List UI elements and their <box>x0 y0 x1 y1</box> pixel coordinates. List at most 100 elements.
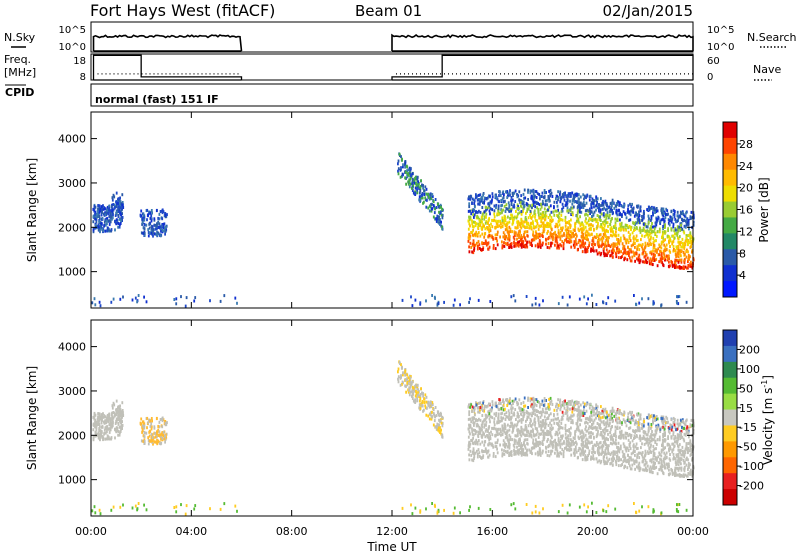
velocity-cell <box>570 421 573 424</box>
velocity-cell <box>115 399 118 403</box>
power-cell <box>597 203 600 207</box>
power-cell <box>600 203 603 207</box>
power-cell <box>184 304 187 308</box>
power-cell <box>161 208 164 212</box>
power-cell <box>472 244 475 248</box>
power-cell <box>643 255 646 259</box>
velocity-cell <box>110 413 113 417</box>
velocity-cell <box>691 447 693 451</box>
power-cell <box>541 234 543 238</box>
velocity-cell <box>570 402 572 406</box>
power-cell <box>399 168 402 172</box>
power-cell <box>487 221 489 225</box>
velocity-cell <box>476 449 478 453</box>
noise-sky-line-0 <box>92 34 243 52</box>
power-cell <box>501 219 504 223</box>
velocity-cell <box>561 401 564 405</box>
velocity-cell <box>495 411 498 415</box>
velocity-cell <box>416 383 419 387</box>
power-cell <box>580 205 583 209</box>
velocity-cell <box>560 452 563 456</box>
power-cell <box>646 208 648 212</box>
velocity-cell <box>474 432 477 436</box>
velocity-cell <box>653 433 655 437</box>
power-cell <box>573 245 576 249</box>
velocity-cell <box>516 449 519 453</box>
velocity-cell <box>143 424 146 428</box>
power-cell <box>687 256 690 260</box>
power-cell <box>101 217 104 220</box>
power-cell <box>97 211 100 215</box>
power-cell <box>472 220 475 224</box>
power-cell <box>655 220 658 224</box>
velocity-cell <box>615 463 618 467</box>
velocity-cell <box>121 420 123 424</box>
power-cell <box>648 259 651 263</box>
velocity-cell <box>164 434 166 438</box>
power-cell <box>440 213 443 217</box>
velocity-cell <box>689 472 691 476</box>
power-cell <box>558 233 561 236</box>
velocity-cell <box>514 434 517 438</box>
velocity-cell <box>542 410 544 414</box>
power-cell <box>94 303 97 307</box>
power-cell <box>502 235 505 239</box>
power-cell <box>582 228 584 232</box>
velocity-cell <box>556 402 559 406</box>
power-cell <box>487 218 490 222</box>
power-cell <box>551 219 553 223</box>
power-cell <box>657 247 660 251</box>
power-cell <box>164 213 167 217</box>
power-cell <box>419 186 422 190</box>
velocity-cell <box>435 425 438 429</box>
velocity-cell <box>636 446 639 450</box>
velocity-cell <box>683 452 686 456</box>
power-cell <box>469 217 472 221</box>
power-cell <box>570 206 572 210</box>
velocity-cell <box>547 433 549 437</box>
power-cell <box>408 178 411 182</box>
power-cell <box>495 203 498 207</box>
power-cell <box>670 228 673 232</box>
power-cell <box>648 208 651 212</box>
power-cell <box>653 230 655 234</box>
power-cell <box>679 215 682 219</box>
velocity-cell <box>509 397 511 401</box>
power-cell <box>119 201 121 205</box>
power-cell <box>435 217 438 221</box>
power-cell <box>669 250 672 254</box>
power-cell <box>407 180 409 184</box>
velocity-cell <box>630 436 632 439</box>
power-cell <box>586 249 589 253</box>
velocity-cell <box>566 436 568 440</box>
power-cell <box>644 254 647 258</box>
power-cell <box>563 192 565 195</box>
velocity-cell <box>143 439 146 443</box>
power-cell <box>689 231 692 235</box>
ytick-label-3000: 3000 <box>58 177 86 190</box>
power-cell <box>595 236 597 240</box>
power-cell <box>481 241 483 245</box>
velocity-cell <box>104 437 107 441</box>
power-cell <box>136 300 138 304</box>
power-cell <box>638 257 641 261</box>
velocity-cell <box>667 435 669 439</box>
power-cell <box>652 252 655 256</box>
velocity-cell <box>653 462 656 466</box>
power-cell <box>408 171 411 175</box>
power-cell <box>662 233 664 237</box>
power-cell <box>467 209 470 213</box>
velocity-cell <box>532 397 535 401</box>
velocity-cell <box>632 451 634 455</box>
power-cell <box>645 253 648 257</box>
velocity-cell <box>603 427 606 431</box>
power-cell <box>143 218 146 222</box>
power-cell <box>510 242 513 246</box>
velocity-cell <box>564 399 566 403</box>
power-cell <box>527 198 529 201</box>
power-cell <box>522 224 524 228</box>
power-cell <box>483 210 486 214</box>
velocity-cell <box>415 389 417 393</box>
power-cell <box>603 219 606 223</box>
